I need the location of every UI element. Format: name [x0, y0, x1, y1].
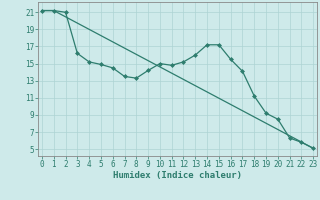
X-axis label: Humidex (Indice chaleur): Humidex (Indice chaleur): [113, 171, 242, 180]
